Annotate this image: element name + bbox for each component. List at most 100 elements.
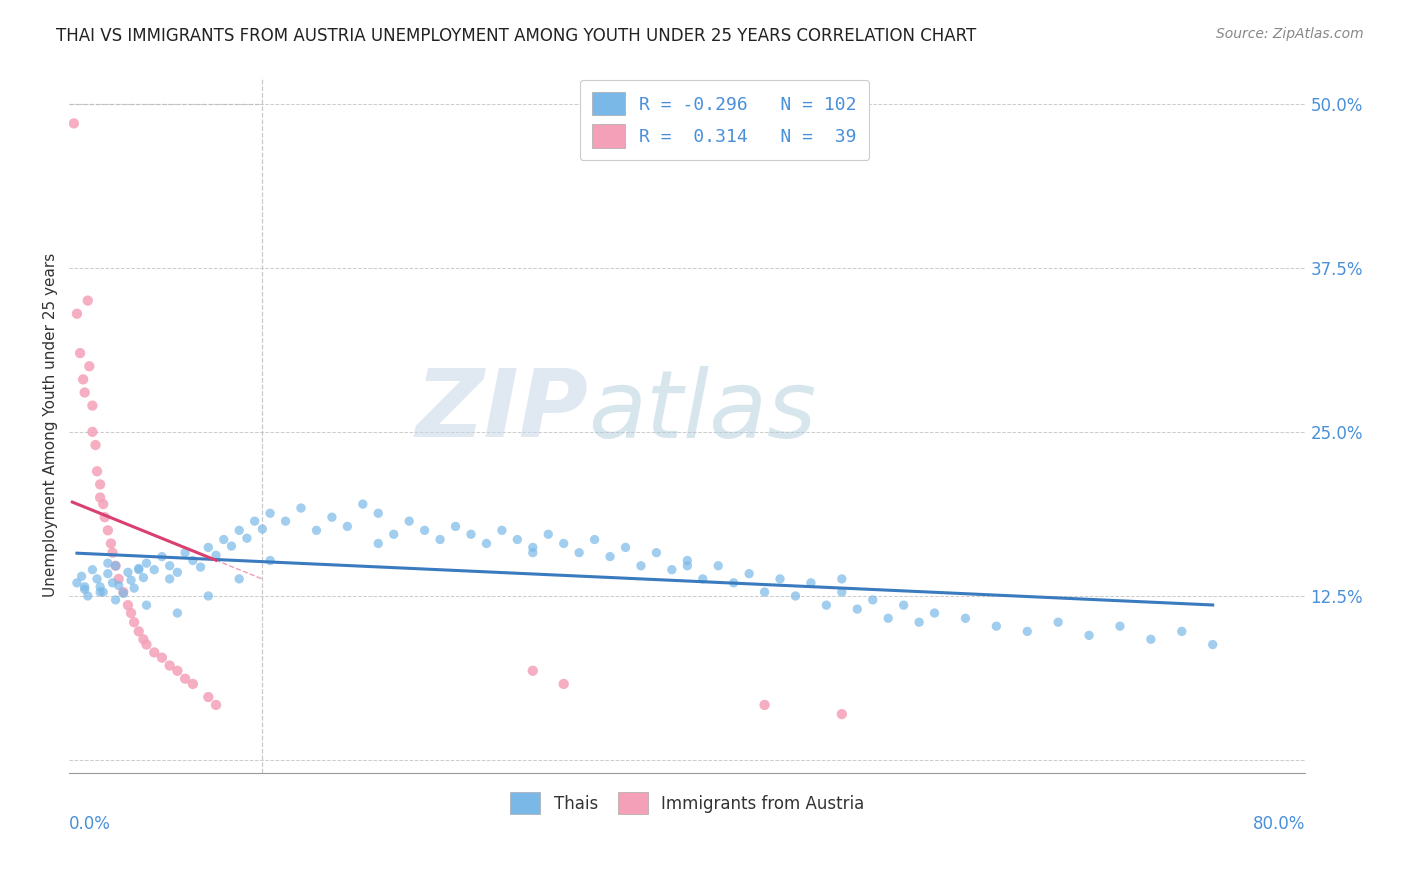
Point xyxy=(89,491,111,505)
Point xyxy=(135,598,157,612)
Point xyxy=(800,575,823,590)
Point xyxy=(955,611,977,625)
Point xyxy=(846,602,869,616)
Point xyxy=(205,549,228,563)
Point xyxy=(94,510,117,524)
Point xyxy=(73,385,96,400)
Text: ZIP: ZIP xyxy=(416,366,589,458)
Point xyxy=(104,593,127,607)
Point xyxy=(91,585,114,599)
Point xyxy=(862,593,884,607)
Point xyxy=(197,541,219,555)
Point xyxy=(707,558,730,573)
Point xyxy=(553,677,575,691)
Point xyxy=(166,566,188,580)
Point xyxy=(86,572,108,586)
Text: Source: ZipAtlas.com: Source: ZipAtlas.com xyxy=(1216,27,1364,41)
Point xyxy=(769,572,792,586)
Point xyxy=(553,536,575,550)
Point xyxy=(908,615,931,630)
Point xyxy=(305,524,328,538)
Point xyxy=(831,707,853,722)
Point xyxy=(1171,624,1194,639)
Point xyxy=(91,497,114,511)
Point xyxy=(429,533,451,547)
Point xyxy=(143,645,166,659)
Point xyxy=(73,582,96,597)
Point xyxy=(212,533,235,547)
Point xyxy=(522,546,544,560)
Point xyxy=(243,514,266,528)
Point xyxy=(785,589,807,603)
Point xyxy=(831,585,853,599)
Point xyxy=(128,624,150,639)
Point xyxy=(122,615,145,630)
Point xyxy=(197,589,219,603)
Point xyxy=(150,650,173,665)
Text: 80.0%: 80.0% xyxy=(1253,815,1305,833)
Point xyxy=(877,611,900,625)
Point xyxy=(1109,619,1132,633)
Point xyxy=(1017,624,1039,639)
Legend: Thais, Immigrants from Austria: Thais, Immigrants from Austria xyxy=(503,786,872,821)
Point xyxy=(66,307,89,321)
Point xyxy=(522,541,544,555)
Text: THAI VS IMMIGRANTS FROM AUSTRIA UNEMPLOYMENT AMONG YOUTH UNDER 25 YEARS CORRELAT: THAI VS IMMIGRANTS FROM AUSTRIA UNEMPLOY… xyxy=(56,27,977,45)
Point xyxy=(336,519,359,533)
Point xyxy=(197,690,219,704)
Point xyxy=(290,501,312,516)
Point xyxy=(1140,632,1163,647)
Point xyxy=(100,536,122,550)
Point xyxy=(815,598,838,612)
Point xyxy=(1078,628,1101,642)
Point xyxy=(73,580,96,594)
Point xyxy=(491,524,513,538)
Text: 0.0%: 0.0% xyxy=(69,815,111,833)
Point xyxy=(86,464,108,478)
Point xyxy=(76,293,98,308)
Point xyxy=(174,672,197,686)
Point xyxy=(69,346,91,360)
Point xyxy=(159,658,181,673)
Point xyxy=(181,677,204,691)
Point xyxy=(107,578,129,592)
Point xyxy=(259,506,281,520)
Point xyxy=(228,524,250,538)
Point xyxy=(104,558,127,573)
Point xyxy=(70,569,93,583)
Point xyxy=(221,539,243,553)
Point xyxy=(132,632,155,647)
Point xyxy=(122,581,145,595)
Point xyxy=(259,553,281,567)
Point xyxy=(76,589,98,603)
Point xyxy=(97,524,120,538)
Point xyxy=(205,698,228,712)
Point xyxy=(321,510,343,524)
Point xyxy=(692,572,714,586)
Point xyxy=(599,549,621,564)
Point xyxy=(104,558,127,573)
Point xyxy=(72,372,94,386)
Point xyxy=(475,536,498,550)
Point xyxy=(63,116,86,130)
Point xyxy=(174,546,197,560)
Point xyxy=(79,359,101,374)
Point xyxy=(132,571,155,585)
Point xyxy=(537,527,560,541)
Point xyxy=(117,566,139,580)
Point xyxy=(150,549,173,564)
Point xyxy=(1202,638,1225,652)
Point xyxy=(893,598,915,612)
Point xyxy=(460,527,482,541)
Point xyxy=(89,477,111,491)
Point xyxy=(413,524,436,538)
Point xyxy=(101,575,124,590)
Point xyxy=(444,519,467,533)
Point xyxy=(128,561,150,575)
Point xyxy=(97,556,120,570)
Point xyxy=(89,580,111,594)
Point xyxy=(120,573,142,587)
Point xyxy=(82,399,104,413)
Point xyxy=(661,563,683,577)
Y-axis label: Unemployment Among Youth under 25 years: Unemployment Among Youth under 25 years xyxy=(44,253,58,598)
